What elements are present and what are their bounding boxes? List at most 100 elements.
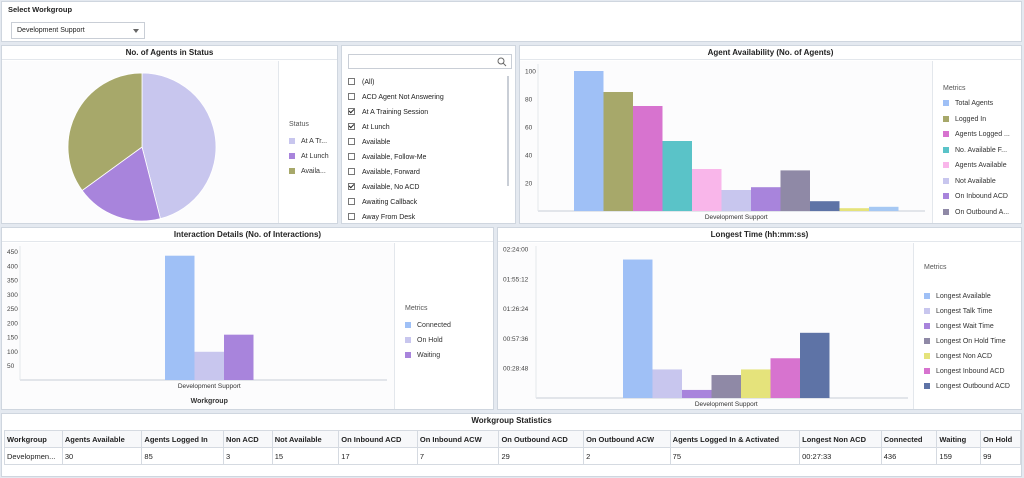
legend-item-on-hold[interactable]: On Hold bbox=[405, 336, 443, 346]
table-row[interactable]: Developmen... 30 85 3 15 17 7 29 2 75 00:27:33 436 1… bbox=[4, 447, 1021, 465]
checkbox[interactable] bbox=[348, 168, 355, 175]
legend-item-agents-available[interactable]: Agents Available bbox=[943, 161, 1007, 171]
column-header-agents-logged-in-activated[interactable]: Agents Logged In & Activated bbox=[669, 430, 801, 448]
table-cell: 00:27:33 bbox=[799, 447, 882, 465]
bar-longest-wait-time[interactable] bbox=[682, 389, 712, 398]
legend-label: Agents Logged ... bbox=[955, 131, 1010, 138]
checkbox[interactable] bbox=[348, 138, 355, 145]
checkbox[interactable] bbox=[348, 198, 355, 205]
legend-item-longest-on-hold-time[interactable]: Longest On Hold Time bbox=[924, 337, 1006, 347]
legend-item-availa[interactable]: Availa... bbox=[289, 167, 326, 177]
filter-item-label: Available, Forward bbox=[362, 169, 420, 176]
checkbox[interactable] bbox=[348, 183, 355, 190]
bar-agents-logged[interactable] bbox=[633, 106, 663, 211]
filter-item-at-a-training-session[interactable]: At A Training Session bbox=[348, 106, 428, 119]
checkbox[interactable] bbox=[348, 213, 355, 220]
legend-item-logged-in[interactable]: Logged In bbox=[943, 115, 986, 125]
bar-longest-non-acd[interactable] bbox=[741, 369, 771, 398]
bar-series-9[interactable] bbox=[839, 208, 870, 211]
legend-item-longest-outbound-acd[interactable]: Longest Outbound ACD bbox=[924, 382, 1010, 392]
checkbox[interactable] bbox=[348, 93, 355, 100]
filter-item-available[interactable]: Available bbox=[348, 136, 390, 149]
bar-series-10[interactable] bbox=[869, 206, 899, 211]
bar-on-inbound-acd[interactable] bbox=[751, 187, 781, 211]
column-header-agents-available[interactable]: Agents Available bbox=[61, 430, 143, 448]
filter-item-all[interactable]: (All) bbox=[348, 76, 374, 89]
column-header-connected[interactable]: Connected bbox=[880, 430, 938, 448]
column-header-on-inbound-acw[interactable]: On Inbound ACW bbox=[416, 430, 500, 448]
legend-item-longest-talk-time[interactable]: Longest Talk Time bbox=[924, 307, 992, 317]
checkbox[interactable] bbox=[348, 108, 355, 115]
pie-slice-available-no-acd[interactable] bbox=[67, 72, 143, 192]
legend-item-longest-wait-time[interactable]: Longest Wait Time bbox=[924, 322, 994, 332]
column-header-longest-non-acd[interactable]: Longest Non ACD bbox=[799, 430, 882, 448]
legend-item-not-available[interactable]: Not Available bbox=[943, 177, 996, 187]
legend-item-on-inbound-acd[interactable]: On Inbound ACD bbox=[943, 192, 1008, 202]
legend-item-no-available-f[interactable]: No. Available F... bbox=[943, 146, 1007, 156]
column-header-on-outbound-acw[interactable]: On Outbound ACW bbox=[583, 430, 671, 448]
column-header-on-hold[interactable]: On Hold bbox=[980, 430, 1021, 448]
legend-item-longest-available[interactable]: Longest Available bbox=[924, 292, 991, 302]
bar-no-available-f[interactable] bbox=[662, 141, 693, 211]
legend-item-total-agents[interactable]: Total Agents bbox=[943, 99, 993, 109]
bar-longest-talk-time[interactable] bbox=[652, 369, 683, 398]
availability-chart: 100 80 60 40 20 Development Support bbox=[525, 64, 925, 221]
search-icon bbox=[497, 57, 507, 67]
workgroup-dropdown[interactable]: Development Support bbox=[11, 22, 145, 39]
filter-scrollbar[interactable] bbox=[507, 76, 509, 186]
availability-title: Agent Availability (No. of Agents) bbox=[520, 46, 1021, 60]
bar-not-available[interactable] bbox=[721, 190, 752, 211]
bar-series-8[interactable] bbox=[810, 201, 840, 211]
filter-item-label: Available, Follow-Me bbox=[362, 154, 427, 161]
filter-item-available-follow-me[interactable]: Available, Follow-Me bbox=[348, 151, 426, 164]
bar-connected[interactable] bbox=[165, 255, 195, 380]
filter-item-available-no-acd[interactable]: Available, No ACD bbox=[348, 181, 419, 194]
legend-label: Waiting bbox=[417, 352, 441, 359]
legend-title: Status bbox=[289, 121, 309, 128]
legend-swatch bbox=[943, 177, 949, 184]
bar-waiting[interactable] bbox=[224, 334, 254, 380]
bar-agents-available[interactable] bbox=[692, 169, 722, 211]
filter-item-awaiting-callback[interactable]: Awaiting Callback bbox=[348, 196, 417, 209]
chevron-down-icon bbox=[133, 29, 139, 33]
bar-on-hold[interactable] bbox=[194, 351, 225, 380]
pie-slice-at-lunch[interactable] bbox=[81, 146, 161, 222]
legend-item-waiting[interactable]: Waiting bbox=[405, 351, 440, 361]
bar-longest-available[interactable] bbox=[623, 259, 653, 398]
column-header-waiting[interactable]: Waiting bbox=[936, 430, 982, 448]
bar-total-agents[interactable] bbox=[574, 71, 604, 211]
y-tick-label: 01:55:12 bbox=[503, 276, 529, 283]
legend-item-connected[interactable]: Connected bbox=[405, 321, 451, 331]
y-tick-label: 100 bbox=[7, 349, 18, 356]
checkbox[interactable] bbox=[348, 123, 355, 130]
checkbox[interactable] bbox=[348, 153, 355, 160]
table-cell: 99 bbox=[980, 447, 1021, 465]
column-header-workgroup[interactable]: Workgroup bbox=[4, 430, 63, 448]
filter-search-input[interactable] bbox=[348, 54, 512, 69]
stats-title: Workgroup Statistics bbox=[471, 416, 552, 425]
legend-item-at-lunch[interactable]: At Lunch bbox=[289, 152, 329, 162]
filter-item-available-forward[interactable]: Available, Forward bbox=[348, 166, 420, 179]
legend-item-longest-inbound-acd[interactable]: Longest Inbound ACD bbox=[924, 367, 1005, 377]
column-header-agents-logged-in[interactable]: Agents Logged In bbox=[141, 430, 225, 448]
legend-item-at-a-tr[interactable]: At A Tr... bbox=[289, 137, 327, 147]
bar-logged-in[interactable] bbox=[603, 92, 634, 211]
legend-item-longest-non-acd[interactable]: Longest Non ACD bbox=[924, 352, 992, 362]
legend-item-on-outbound-a[interactable]: On Outbound A... bbox=[943, 208, 1009, 218]
filter-item-away-from-desk[interactable]: Away From Desk bbox=[348, 211, 415, 223]
filter-item-acd-agent-not-answering[interactable]: ACD Agent Not Answering bbox=[348, 91, 444, 104]
checkbox[interactable] bbox=[348, 78, 355, 85]
filter-item-at-lunch[interactable]: At Lunch bbox=[348, 121, 390, 134]
bar-longest-inbound-acd[interactable] bbox=[770, 358, 801, 398]
column-header-on-outbound-acd[interactable]: On Outbound ACD bbox=[498, 430, 585, 448]
column-header-not-available[interactable]: Not Available bbox=[271, 430, 340, 448]
bar-longest-outbound-acd[interactable] bbox=[800, 332, 830, 398]
bar-on-outbound-a[interactable] bbox=[780, 170, 811, 211]
bar-longest-on-hold-time[interactable] bbox=[711, 375, 742, 398]
column-header-non-acd[interactable]: Non ACD bbox=[223, 430, 273, 448]
y-tick-label: 200 bbox=[7, 320, 18, 327]
y-tick-label: 50 bbox=[7, 363, 15, 370]
column-header-on-inbound-acd[interactable]: On Inbound ACD bbox=[338, 430, 418, 448]
pie-slice-at-a-training-session[interactable] bbox=[141, 72, 217, 220]
legend-item-agents-logged[interactable]: Agents Logged ... bbox=[943, 130, 1010, 140]
